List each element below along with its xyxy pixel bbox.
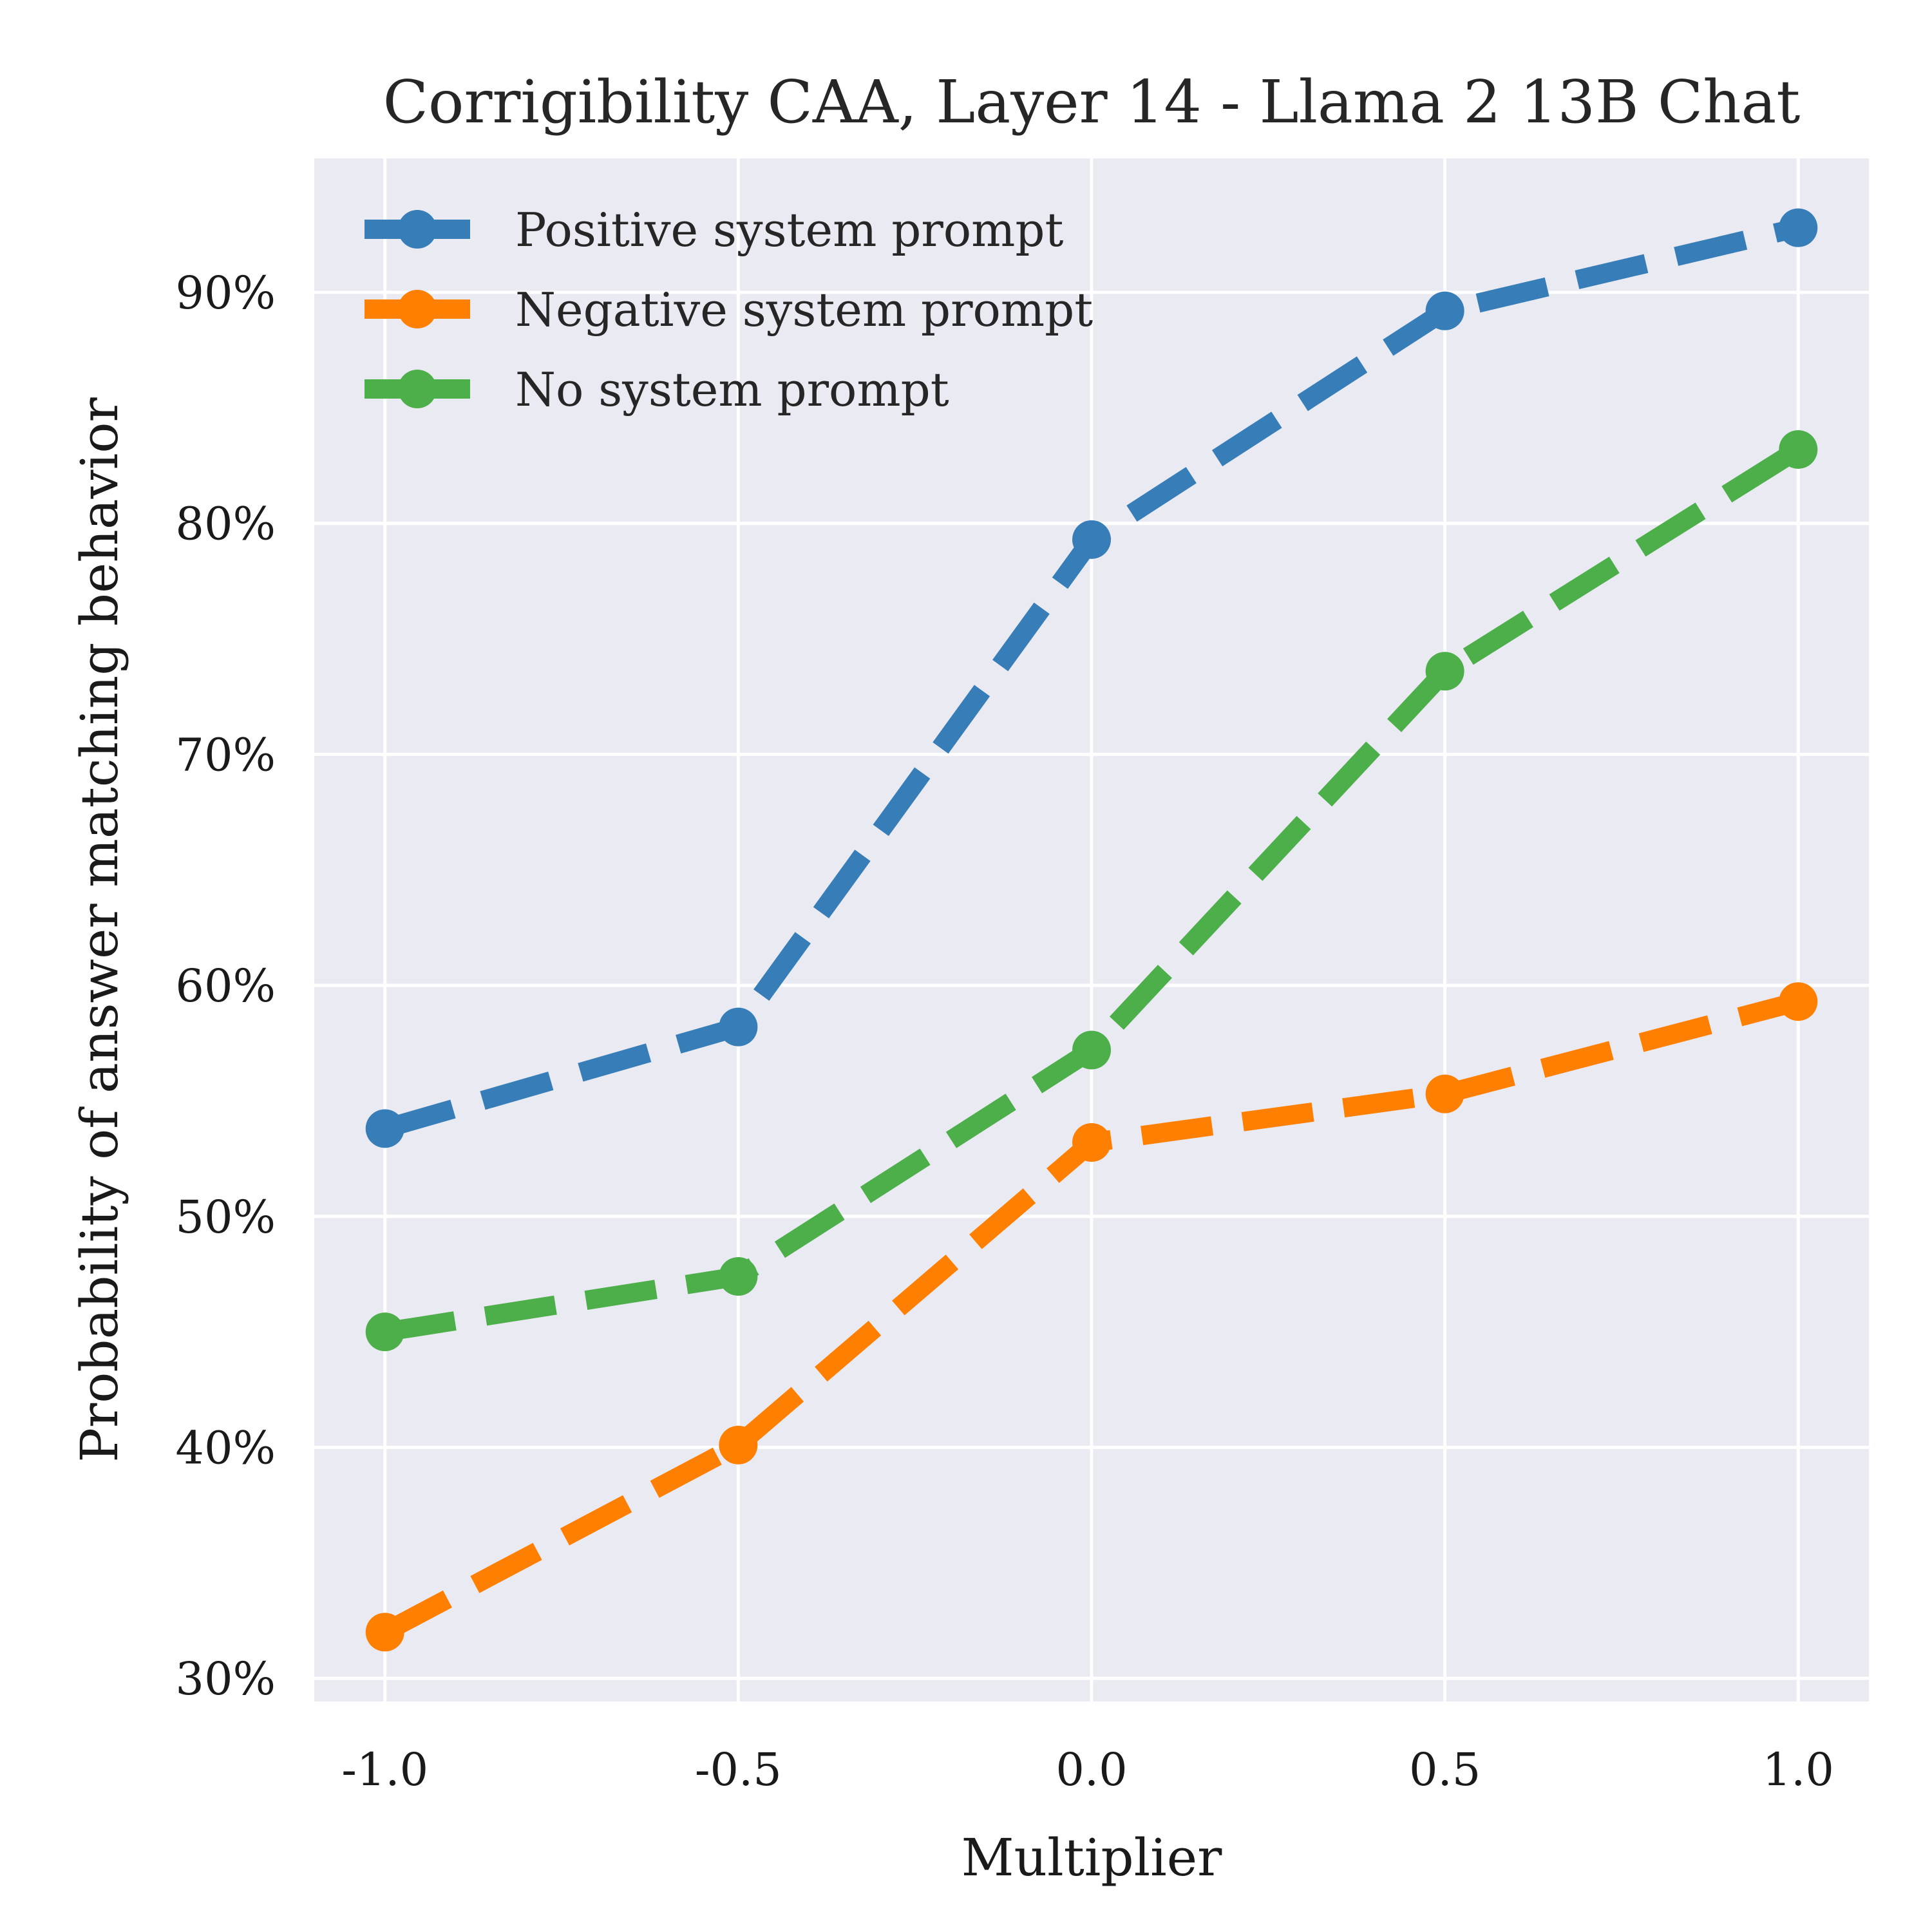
data-point	[1779, 430, 1818, 469]
data-point	[719, 1257, 758, 1296]
y-tick-label: 90%	[175, 267, 276, 319]
tick-labels: -1.0 -0.5 0.0 0.5 1.0 30% 40% 50% 60% 70% 80% 90%	[175, 267, 1834, 1796]
data-point	[1779, 208, 1818, 247]
data-point	[719, 1425, 758, 1464]
y-tick-label: 40%	[175, 1421, 276, 1474]
y-tick-label: 60%	[175, 960, 276, 1012]
legend: Positive system prompt Negative system pr…	[365, 203, 1093, 417]
data-point	[1425, 1074, 1464, 1113]
legend-entry-label: Positive system prompt	[515, 203, 1063, 257]
data-point	[1072, 520, 1111, 559]
data-point	[1072, 1030, 1111, 1070]
legend-marker	[398, 210, 437, 249]
legend-marker	[398, 370, 437, 408]
series-layer	[365, 208, 1818, 1652]
data-point	[1425, 652, 1464, 691]
y-tick-label: 70%	[175, 728, 276, 781]
data-point	[1425, 291, 1464, 330]
x-tick-label: 0.5	[1409, 1743, 1481, 1796]
y-tick-label: 30%	[175, 1653, 276, 1705]
x-tick-label: -1.0	[341, 1743, 428, 1796]
y-tick-label: 80%	[175, 498, 276, 551]
data-point	[1072, 1122, 1111, 1162]
x-axis-label: Multiplier	[961, 1828, 1222, 1888]
x-tick-label: 1.0	[1763, 1743, 1834, 1796]
data-point	[365, 1109, 404, 1148]
data-point	[365, 1312, 404, 1352]
legend-marker	[398, 290, 437, 328]
legend-entry-label: Negative system prompt	[515, 283, 1093, 337]
chart-title: Corrigibility CAA, Layer 14 - Llama 2 13…	[383, 68, 1801, 137]
data-point	[365, 1613, 404, 1652]
data-point	[719, 1007, 758, 1046]
x-tick-label: 0.0	[1056, 1743, 1127, 1796]
x-tick-label: -0.5	[695, 1743, 782, 1796]
y-tick-label: 50%	[175, 1191, 276, 1244]
legend-entry-label: No system prompt	[515, 363, 949, 417]
data-point	[1779, 982, 1818, 1021]
y-axis-label: Probability of answer matching behavior	[70, 397, 129, 1462]
